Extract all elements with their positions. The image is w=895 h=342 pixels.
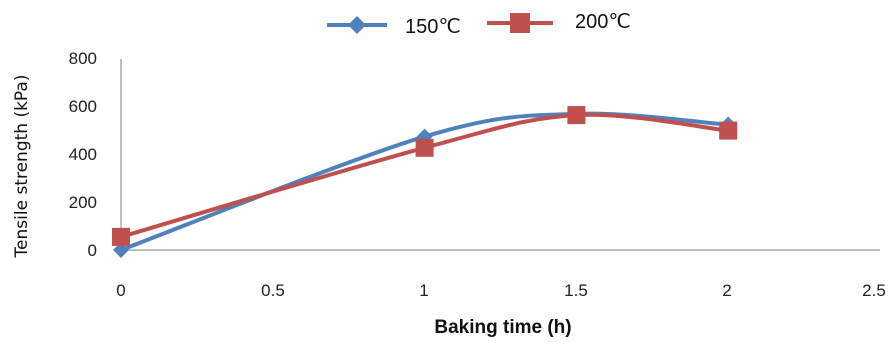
data-point-150c	[113, 242, 129, 258]
data-point-200c	[567, 106, 586, 125]
data-point-200c	[719, 121, 738, 140]
plot-area	[112, 105, 738, 258]
y-tick-label: 200	[69, 193, 97, 212]
x-tick-label: 1	[419, 281, 428, 300]
data-point-200c	[415, 138, 434, 157]
y-tick-label: 600	[69, 97, 97, 116]
series-200c	[112, 106, 738, 246]
y-tick-label: 800	[69, 49, 97, 68]
x-tick-labels: 0 0.5 1 1.5 2 2.5	[116, 281, 886, 300]
x-tick-label: 2.5	[862, 281, 886, 300]
x-tick-label: 2	[722, 281, 731, 300]
x-tick-label: 0	[116, 281, 125, 300]
legend-label-200c: 200℃	[575, 11, 631, 33]
legend-item-150c: 150℃	[327, 16, 461, 38]
x-tick-label: 0.5	[261, 281, 285, 300]
y-tick-labels: 0 200 400 600 800	[69, 49, 97, 260]
legend-item-200c: 200℃	[487, 11, 631, 33]
series-line-200c	[120, 112, 729, 239]
legend-marker-150c	[348, 16, 366, 34]
x-tick-label: 1.5	[564, 281, 588, 300]
legend-label-150c: 150℃	[405, 16, 461, 38]
series-line-150c	[120, 111, 729, 252]
legend-marker-200c	[510, 13, 530, 33]
y-axis-title: Tensile strength (kPa)	[12, 75, 32, 259]
series-150c	[113, 105, 737, 258]
y-tick-label: 400	[69, 145, 97, 164]
data-point-200c	[112, 227, 130, 246]
y-tick-label: 0	[88, 241, 97, 260]
legend: 150℃ 200℃	[327, 11, 631, 38]
x-axis-title: Baking time (h)	[434, 317, 571, 338]
